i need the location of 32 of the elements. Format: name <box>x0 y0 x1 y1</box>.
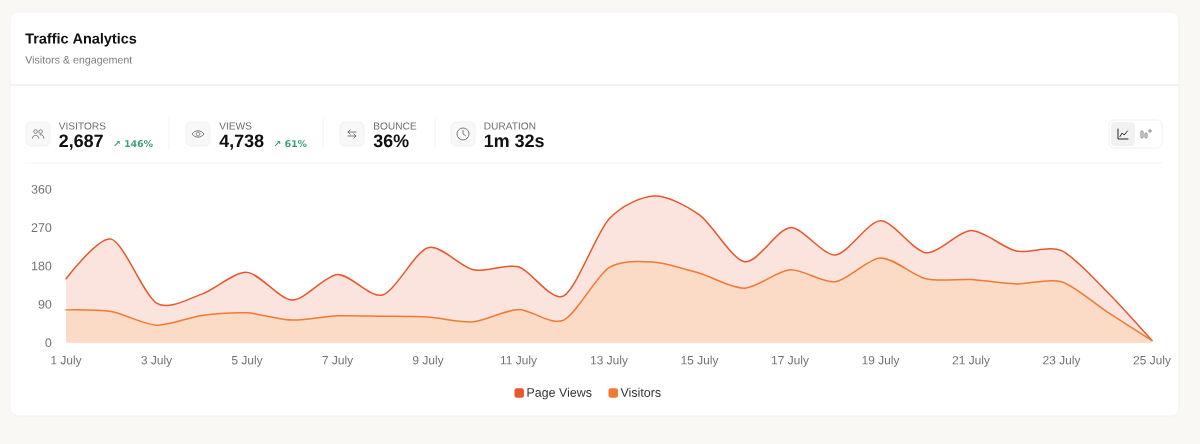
text: 4,738 <box>219 134 264 150</box>
x-tick-label: 7 July <box>322 355 354 367</box>
y-tick-label: 270 <box>31 223 52 233</box>
chart-title: Traffic Analytics <box>25 33 137 47</box>
text: DURATION <box>484 122 536 130</box>
text: VISITORS <box>58 122 106 130</box>
legend-label: Visitors <box>620 387 661 397</box>
x-tick-label: 5 July <box>231 355 263 367</box>
x-tick-label: 11 July <box>500 355 537 367</box>
y-tick-label: 360 <box>31 184 52 194</box>
x-tick-label: 13 July <box>590 355 628 367</box>
x-tick-label: 21 July <box>952 355 990 367</box>
x-tick-label: 1 July <box>51 355 82 367</box>
y-tick-label: 90 <box>38 299 52 309</box>
x-tick-label: 3 July <box>141 355 173 367</box>
x-tick-label: 25 July <box>1133 355 1171 367</box>
text: VIEWS <box>219 122 252 130</box>
legend-label: Page Views <box>527 387 592 400</box>
text: BOUNCE <box>374 122 417 130</box>
x-tick-label: 19 July <box>862 355 900 367</box>
text: 1m 32s <box>484 134 544 148</box>
y-tick-label: 180 <box>31 261 52 271</box>
text: ↗ 146% <box>114 140 153 148</box>
chart-subtitle: Visitors & engagement <box>25 55 133 66</box>
text: 2,687 <box>59 134 103 150</box>
text: 36% <box>373 134 409 148</box>
x-tick-label: 23 July <box>1043 355 1081 367</box>
x-tick-label: 9 July <box>412 355 444 367</box>
x-tick-label: 15 July <box>681 355 719 367</box>
text: ↗ 61% <box>274 140 307 148</box>
x-tick-label: 17 July <box>771 355 809 367</box>
y-tick-label: 0 <box>45 338 52 348</box>
